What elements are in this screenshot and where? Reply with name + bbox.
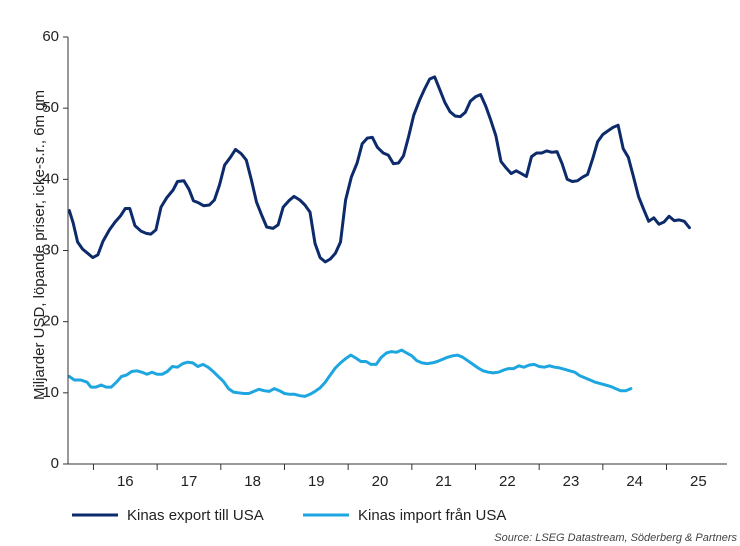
y-tick-label: 50 xyxy=(42,99,59,116)
legend-label-export: Kinas export till USA xyxy=(127,507,264,524)
y-tick-label: 40 xyxy=(42,170,59,187)
x-tick-label: 20 xyxy=(372,473,389,490)
y-tick-label: 30 xyxy=(42,241,59,258)
legend-label-import: Kinas import från USA xyxy=(358,507,506,524)
x-tick-label: 25 xyxy=(690,473,707,490)
y-tick-label: 0 xyxy=(51,455,59,472)
x-tick-label: 18 xyxy=(244,473,261,490)
series-layer xyxy=(67,75,691,398)
y-tick-label: 10 xyxy=(42,384,59,401)
x-tick-label: 22 xyxy=(499,473,516,490)
x-tick-label: 17 xyxy=(181,473,198,490)
legend-item-export: Kinas export till USA xyxy=(72,507,264,524)
x-tick-label: 21 xyxy=(435,473,452,490)
y-axis-label: Miljarder USD, löpande priser, icke-s.r.… xyxy=(31,90,48,400)
source-note: Source: LSEG Datastream, Söderberg & Par… xyxy=(494,532,737,544)
x-tick-label: 19 xyxy=(308,473,325,490)
x-tick-label: 16 xyxy=(117,473,134,490)
legend-item-import: Kinas import från USA xyxy=(303,507,506,524)
x-tick-label: 23 xyxy=(563,473,580,490)
y-tick-labels: 0 10 20 30 40 50 60 xyxy=(42,28,68,472)
series-line-export xyxy=(67,75,691,264)
series-line-import xyxy=(67,348,633,398)
x-tick-label: 24 xyxy=(626,473,643,490)
plot-area: 0 10 20 30 40 50 60 16 17 18 19 20 21 22 23 24 25 xyxy=(42,28,727,490)
legend: Kinas export till USA Kinas import från … xyxy=(72,507,506,524)
y-tick-label: 20 xyxy=(42,313,59,330)
y-tick-label: 60 xyxy=(42,28,59,45)
x-tick-labels: 16 17 18 19 20 21 22 23 24 25 xyxy=(92,464,707,490)
